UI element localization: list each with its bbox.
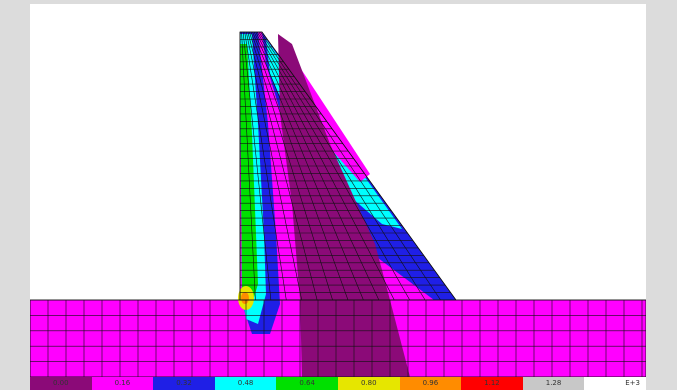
- legend-swatch: 0.16: [91, 377, 154, 390]
- legend-swatch: 0.80: [337, 377, 400, 390]
- mesh-line: [250, 31, 349, 301]
- mesh-line: [244, 31, 287, 301]
- legend-swatch: [584, 377, 646, 390]
- mesh-line: [245, 31, 303, 301]
- legend-label: 0.48: [237, 379, 254, 387]
- mesh-line: [255, 31, 395, 301]
- mesh-line: [241, 31, 256, 301]
- mesh-line: [260, 31, 441, 301]
- legend-label: 0.96: [422, 379, 439, 387]
- legend-label: 0.32: [176, 379, 192, 387]
- legend-label: 0.16: [114, 379, 131, 387]
- mesh-line: [253, 31, 380, 301]
- legend-swatch: 0.32: [153, 377, 215, 390]
- legend-label: 0.80: [360, 379, 377, 387]
- legend-swatch: 1.28: [522, 377, 585, 390]
- legend-swatch: 0.00: [30, 377, 92, 390]
- mesh-line: [247, 31, 318, 301]
- legend-label: 0.00: [53, 379, 69, 387]
- contour-orange-heel: [241, 292, 249, 304]
- mesh-line: [249, 31, 333, 301]
- legend-label: 1.28: [545, 379, 562, 387]
- legend-exponent: E+3: [625, 379, 640, 387]
- dam-stress-diagram: [30, 31, 646, 377]
- legend-label: 1.12: [484, 379, 500, 387]
- mesh-line: [242, 31, 272, 301]
- legend-swatch: 0.96: [399, 377, 462, 390]
- mesh-line: [257, 31, 410, 301]
- contour-band-purple-core: [278, 34, 410, 377]
- legend-label: 0.64: [299, 379, 315, 387]
- foundation-outline: [30, 299, 646, 377]
- legend-swatch: 0.64: [276, 377, 338, 390]
- contour-plot: [30, 4, 646, 377]
- finite-element-mesh: [30, 31, 646, 377]
- color-legend: 0.00 0.16 0.32 0.48 0.64 0.80 0.96 1.12 1.28 E+3: [30, 377, 646, 390]
- mesh-line: [258, 31, 426, 301]
- mesh-line: [252, 31, 364, 301]
- legend-swatch: 0.48: [214, 377, 277, 390]
- legend-swatch: 1.12: [461, 377, 523, 390]
